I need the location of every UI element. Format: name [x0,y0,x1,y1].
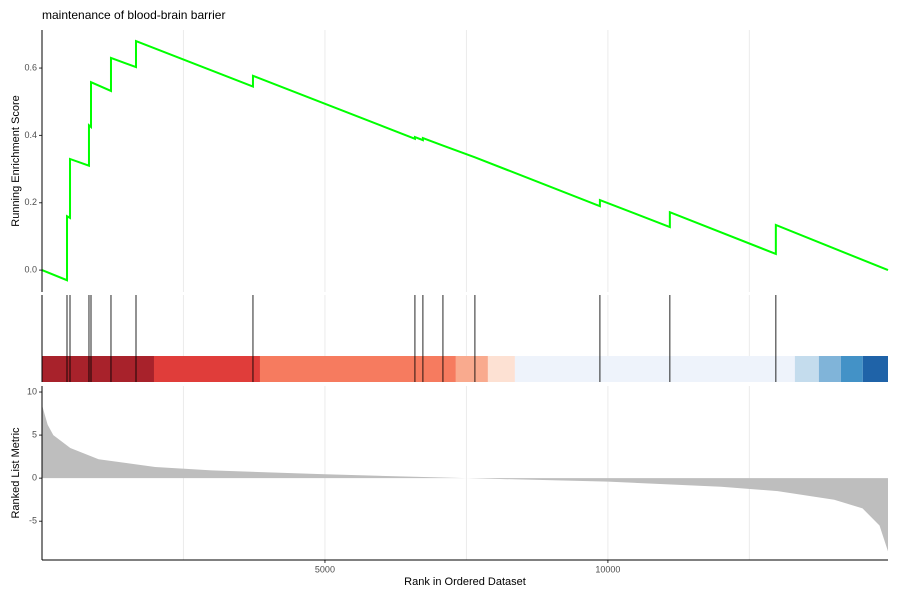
color-band [153,356,260,382]
color-band [794,356,819,382]
enrichment-line [41,39,889,282]
color-band [862,356,888,382]
color-band [259,356,456,382]
color-band [818,356,841,382]
y-tick-label: 5 [32,429,37,439]
color-band [514,356,795,382]
chart-title: maintenance of blood-brain barrier [42,8,225,22]
color-band [840,356,863,382]
x-tick-label: 5000 [315,564,335,574]
y-tick-label: 0 [32,473,37,483]
y-tick-label: 0.6 [24,62,37,72]
y-tick-label: 0.4 [24,130,37,140]
color-band [487,356,515,382]
y-tick-label: 0.2 [24,197,37,207]
y-axis-title: Running Enrichment Score [10,95,22,226]
y-tick-label: 10 [27,386,37,396]
color-band [42,356,154,382]
y-tick-label: -5 [29,516,37,526]
y-axis-title: Ranked List Metric [10,427,22,519]
x-tick-label: 10000 [595,564,620,574]
y-tick-label: 0.0 [24,264,37,274]
color-band [455,356,488,382]
metric-area [42,404,888,552]
x-axis-title: Rank in Ordered Dataset [404,576,526,588]
